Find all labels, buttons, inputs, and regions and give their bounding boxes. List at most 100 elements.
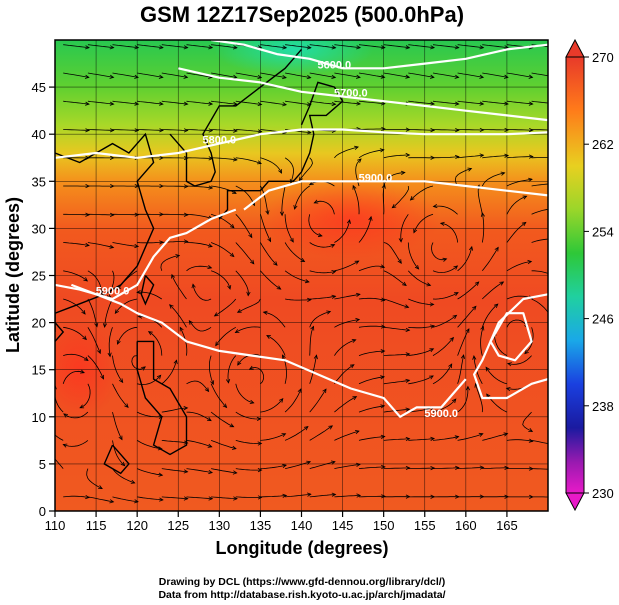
streamline-arrow xyxy=(159,101,164,106)
streamline xyxy=(104,298,113,328)
streamline xyxy=(188,320,212,332)
streamline xyxy=(161,44,188,49)
x-tick-label: 135 xyxy=(250,518,272,533)
streamline xyxy=(87,242,114,248)
streamline-arrow xyxy=(183,496,189,501)
streamline xyxy=(161,440,188,444)
credit-data-source: Data from http://database.rish.kyoto-u.a… xyxy=(158,589,445,601)
streamline xyxy=(334,464,361,469)
streamline xyxy=(63,298,86,315)
streamline-arrow xyxy=(528,438,534,443)
streamline-arrow xyxy=(179,326,184,332)
streamline xyxy=(531,129,548,131)
streamline-arrow xyxy=(85,128,91,133)
streamline-arrow xyxy=(232,470,238,475)
streamline-arrow xyxy=(118,435,123,441)
streamline-arrow xyxy=(328,425,334,430)
streamline xyxy=(63,326,87,340)
streamline xyxy=(161,496,188,500)
streamline xyxy=(263,311,286,328)
streamline-arrow xyxy=(289,178,294,184)
streamline-arrow xyxy=(354,145,359,150)
streamline-arrow xyxy=(134,499,139,504)
streamline-arrow xyxy=(191,283,196,289)
streamline xyxy=(477,185,483,215)
streamline-arrow xyxy=(472,355,477,360)
streamline-arrow xyxy=(183,128,189,133)
streamline-arrow xyxy=(300,257,306,262)
streamline xyxy=(63,213,90,216)
streamline-arrow xyxy=(430,436,436,441)
streamline xyxy=(383,298,409,308)
streamline-arrow xyxy=(232,74,238,79)
streamline xyxy=(87,100,114,105)
streamline-arrow xyxy=(429,74,435,79)
streamline-arrow xyxy=(405,152,411,158)
streamline-arrow xyxy=(84,74,90,79)
streamline xyxy=(457,306,477,328)
streamline xyxy=(131,355,146,370)
streamline xyxy=(112,468,135,484)
streamline xyxy=(235,383,254,404)
streamline-arrow xyxy=(453,292,459,297)
contour-label: 5900.0 xyxy=(424,408,458,420)
streamline-arrow xyxy=(109,244,115,249)
streamline-arrow xyxy=(330,460,336,465)
streamline-arrow xyxy=(208,128,214,133)
streamline xyxy=(531,238,548,243)
streamline xyxy=(334,430,360,441)
streamline xyxy=(87,270,102,295)
streamline xyxy=(358,72,385,78)
streamline xyxy=(481,213,485,243)
streamline-arrow xyxy=(528,428,534,432)
streamline xyxy=(298,157,313,181)
streamline xyxy=(260,100,287,106)
chart-title: GSM 12Z17Sep2025 (500.0hPa) xyxy=(140,2,464,27)
streamline xyxy=(87,129,114,131)
colorbar-tick-label: 262 xyxy=(592,137,614,152)
streamline-arrow xyxy=(331,45,337,50)
streamline xyxy=(410,185,434,201)
streamline-arrow xyxy=(331,492,337,497)
streamline xyxy=(507,355,532,365)
streamline-arrow xyxy=(381,183,386,189)
streamline xyxy=(383,326,410,331)
streamline xyxy=(431,242,447,261)
colorbar-tick-label: 230 xyxy=(592,486,614,501)
streamline-arrow xyxy=(527,259,533,265)
colorbar-tick-label: 238 xyxy=(592,399,614,414)
streamline-arrow xyxy=(250,259,255,265)
streamline xyxy=(482,467,509,469)
streamline-arrow xyxy=(486,393,491,399)
streamline-arrow xyxy=(380,45,386,50)
streamline-arrow xyxy=(213,312,219,317)
streamline-arrow xyxy=(351,339,357,343)
streamline xyxy=(383,379,410,385)
streamline-arrow xyxy=(109,128,115,133)
streamline xyxy=(249,367,265,385)
contour-line xyxy=(71,283,467,418)
streamline xyxy=(227,355,237,383)
colorbar: 270 262 254 246 238 230 xyxy=(565,38,614,512)
colorbar-tick-label: 254 xyxy=(592,224,614,239)
streamline xyxy=(314,200,335,215)
streamline xyxy=(506,439,533,442)
streamline xyxy=(63,72,89,78)
temperature-field-detail xyxy=(55,40,441,420)
streamline-arrow xyxy=(528,101,534,106)
streamline-arrow xyxy=(297,388,302,394)
streamline xyxy=(531,298,548,313)
streamline-arrow xyxy=(478,432,484,437)
streamline xyxy=(352,185,360,215)
streamline-arrow xyxy=(119,378,124,384)
streamline-arrow xyxy=(257,468,263,473)
streamline xyxy=(161,468,188,473)
streamline-arrow xyxy=(400,170,406,175)
streamline-arrow xyxy=(453,265,459,270)
streamline xyxy=(457,72,484,78)
streamline xyxy=(114,298,138,314)
streamline xyxy=(192,284,212,301)
streamline-arrow xyxy=(267,237,271,243)
streamline xyxy=(235,440,262,444)
streamline xyxy=(383,408,410,413)
